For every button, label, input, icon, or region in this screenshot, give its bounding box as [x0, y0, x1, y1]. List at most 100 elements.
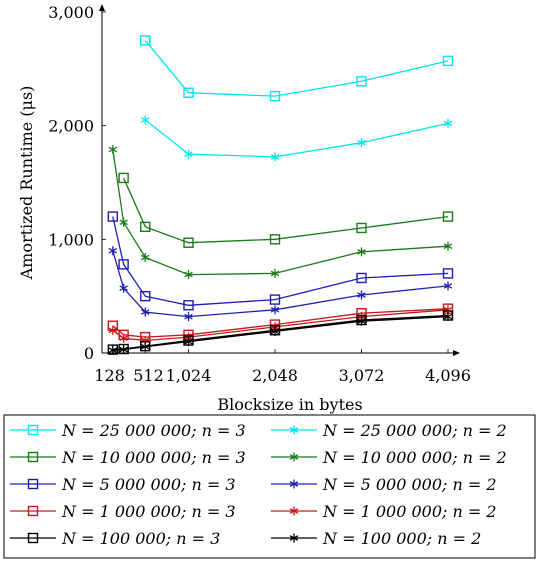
y-tick-label: 1,000	[48, 230, 94, 249]
data-point	[270, 305, 280, 315]
y-axis-label: Amortized Runtime (μs)	[17, 86, 36, 281]
chart-legend: N = 25 000 000; n = 3 N = 25 000 000; n =…	[3, 414, 536, 559]
chart-axes	[99, 4, 460, 356]
y-tick-label: 3,000	[48, 3, 94, 22]
data-point	[443, 281, 453, 291]
data-point	[442, 211, 454, 222]
legend-item: N = 10 000 000; n = 2	[271, 448, 507, 467]
data-point	[119, 217, 128, 227]
legend-label: N = 100 000; n = 2	[322, 529, 481, 548]
data-point	[140, 221, 151, 233]
legend-marker	[289, 506, 299, 516]
legend-marker	[27, 424, 39, 436]
data-point	[356, 272, 367, 284]
legend-box	[3, 414, 536, 559]
data-point	[270, 268, 280, 278]
y-axis-arrow	[99, 4, 105, 11]
legend-label: N = 1 000 000; n = 3	[61, 502, 236, 521]
data-point	[442, 55, 454, 67]
data-point	[184, 312, 193, 322]
series-2	[118, 172, 454, 248]
data-point	[183, 87, 194, 98]
data-point	[442, 268, 454, 279]
data-point	[141, 307, 150, 317]
series-4	[107, 211, 454, 311]
data-point	[140, 290, 151, 302]
legend-item: N = 10 000 000; n = 3	[10, 448, 246, 467]
x-tick-label: 3,072	[339, 366, 385, 385]
x-axis-label: Blocksize in bytes	[217, 395, 362, 414]
legend-marker	[289, 479, 299, 489]
legend-label: N = 100 000; n = 3	[61, 529, 220, 548]
legend-label: N = 10 000 000; n = 2	[322, 448, 507, 467]
legend-item: N = 25 000 000; n = 2	[271, 421, 507, 440]
data-point	[141, 342, 150, 352]
data-point	[107, 211, 119, 222]
data-point	[108, 246, 118, 256]
series-9	[108, 312, 453, 355]
legend-item: N = 5 000 000; n = 3	[10, 475, 236, 494]
legend-label: N = 5 000 000; n = 3	[61, 475, 236, 494]
data-point	[269, 234, 281, 245]
data-point	[140, 35, 151, 46]
legend-label: N = 25 000 000; n = 2	[322, 421, 507, 440]
data-point	[184, 337, 193, 347]
legend-marker	[27, 505, 39, 517]
data-point	[141, 253, 150, 263]
legend-marker	[27, 532, 39, 544]
legend-marker	[289, 452, 299, 462]
legend-item: N = 1 000 000; n = 2	[271, 502, 497, 521]
legend-marker	[289, 425, 299, 435]
data-point	[119, 333, 128, 343]
y-tick-label: 2,000	[48, 117, 94, 136]
x-axis-arrow	[453, 350, 460, 356]
data-point	[119, 283, 128, 293]
series-3	[108, 145, 453, 280]
series-line	[144, 39, 449, 97]
series-6	[107, 303, 454, 343]
data-point	[118, 259, 129, 270]
data-point	[357, 138, 366, 148]
legend-marker	[289, 533, 299, 543]
data-point	[183, 237, 194, 248]
series-1	[141, 115, 453, 162]
data-point	[183, 300, 194, 311]
series-line	[123, 177, 449, 244]
series-5	[108, 246, 453, 322]
data-point	[443, 118, 453, 128]
series-line	[112, 250, 449, 318]
data-point	[270, 326, 280, 336]
legend-label: N = 1 000 000; n = 2	[322, 502, 497, 521]
data-point	[108, 145, 118, 155]
data-point	[356, 222, 367, 234]
data-point	[184, 149, 193, 159]
data-point	[443, 312, 453, 322]
legend-item: N = 1 000 000; n = 3	[10, 502, 236, 521]
y-tick-label: 0	[84, 344, 94, 363]
x-tick-label: 128	[94, 366, 125, 385]
series-line	[144, 119, 449, 158]
legend-item: N = 100 000; n = 2	[271, 529, 481, 548]
legend-label: N = 25 000 000; n = 3	[61, 421, 246, 440]
data-point	[357, 247, 366, 257]
x-tick-label: 4,096	[425, 366, 471, 385]
data-point	[357, 316, 366, 326]
data-point	[184, 270, 193, 280]
series-line	[112, 315, 449, 351]
data-point	[119, 345, 128, 355]
data-point	[356, 76, 367, 87]
chart-series	[107, 35, 454, 355]
data-point	[443, 241, 453, 251]
legend-item: N = 25 000 000; n = 3	[10, 421, 246, 440]
chart-ticks: 0 1,000 2,000 3,000 128 512 1,024 2,048 3,072 4,0…	[48, 3, 471, 385]
legend-marker	[27, 478, 39, 490]
data-point	[141, 115, 150, 125]
data-point	[269, 90, 281, 102]
legend-item: N = 5 000 000; n = 2	[271, 475, 497, 494]
data-point	[118, 172, 129, 184]
legend-marker	[27, 451, 39, 463]
x-tick-label: 512	[133, 366, 164, 385]
series-line	[112, 308, 449, 338]
data-point	[108, 325, 118, 335]
